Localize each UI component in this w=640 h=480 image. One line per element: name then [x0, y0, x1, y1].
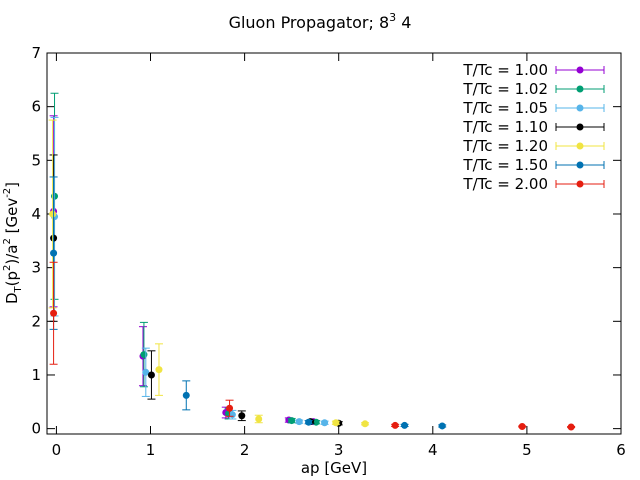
data-point — [321, 419, 329, 427]
legend-label: T/Tc = 1.00 — [462, 61, 548, 79]
data-point — [567, 423, 575, 431]
y-tick-label: 5 — [31, 151, 41, 169]
x-tick-label: 4 — [428, 441, 438, 459]
y-tick-label: 7 — [31, 44, 41, 62]
x-tick-label: 0 — [52, 441, 62, 459]
legend-label: T/Tc = 1.10 — [462, 118, 548, 136]
legend-marker — [576, 161, 584, 169]
legend-label: T/Tc = 1.02 — [462, 80, 548, 98]
legend-marker — [576, 180, 584, 188]
data-point — [332, 419, 340, 427]
legend-marker — [576, 66, 584, 74]
x-tick-label: 5 — [522, 441, 532, 459]
legend-label: T/Tc = 1.20 — [462, 137, 548, 155]
data-point — [438, 422, 446, 430]
series-5 — [48, 119, 370, 428]
y-tick-label: 2 — [31, 312, 41, 330]
data-point — [361, 420, 369, 428]
legend-marker — [576, 123, 584, 131]
chart-title: Gluon Propagator; 83 4 — [229, 11, 412, 32]
series-6 — [49, 176, 447, 430]
series-1 — [49, 115, 318, 426]
y-tick-label: 3 — [31, 259, 41, 277]
data-point — [401, 421, 409, 429]
chart-title-suffix: 4 — [396, 13, 411, 32]
x-axis-ticks: 0 1 2 3 4 5 6 — [52, 53, 626, 459]
series-7 — [49, 261, 576, 431]
x-tick-label: 3 — [334, 441, 344, 459]
legend-label: T/Tc = 2.00 — [462, 175, 548, 193]
data-point — [50, 249, 58, 257]
legend-marker — [576, 85, 584, 93]
data-point — [226, 404, 234, 412]
data-point — [238, 412, 246, 420]
data-point — [182, 391, 190, 399]
legend-label: T/Tc = 1.50 — [462, 156, 548, 174]
y-tick-label: 0 — [31, 420, 41, 438]
series-4 — [49, 154, 343, 427]
data-point — [155, 366, 163, 374]
data-point — [140, 351, 148, 359]
y-tick-label: 4 — [31, 205, 41, 223]
y-axis-label: DT(p2)/a2 [Gev-2] — [2, 182, 24, 304]
data-point — [255, 415, 263, 423]
data-point — [295, 418, 303, 426]
data-point — [50, 309, 58, 317]
data-point — [49, 210, 57, 218]
legend-marker — [576, 142, 584, 150]
data-point — [305, 418, 313, 426]
data-point — [288, 417, 296, 425]
series-2 — [50, 92, 321, 426]
data-point — [391, 421, 399, 429]
data-point — [142, 368, 150, 376]
legend-label: T/Tc = 1.05 — [462, 99, 548, 117]
legend: T/Tc = 1.00T/Tc = 1.02T/Tc = 1.05T/Tc = … — [462, 61, 605, 193]
x-tick-label: 2 — [240, 441, 250, 459]
x-tick-label: 6 — [616, 441, 626, 459]
chart-title-superscript: 3 — [389, 11, 396, 24]
y-tick-label: 1 — [31, 366, 41, 384]
data-point — [518, 422, 526, 430]
plot-area-frame — [46, 52, 622, 435]
data-point — [147, 371, 155, 379]
series-3 — [50, 116, 329, 427]
legend-marker — [576, 104, 584, 112]
x-tick-label: 1 — [146, 441, 156, 459]
data-series-layer — [48, 92, 576, 431]
x-axis-label: ap [GeV] — [301, 459, 367, 477]
y-tick-label: 6 — [31, 98, 41, 116]
